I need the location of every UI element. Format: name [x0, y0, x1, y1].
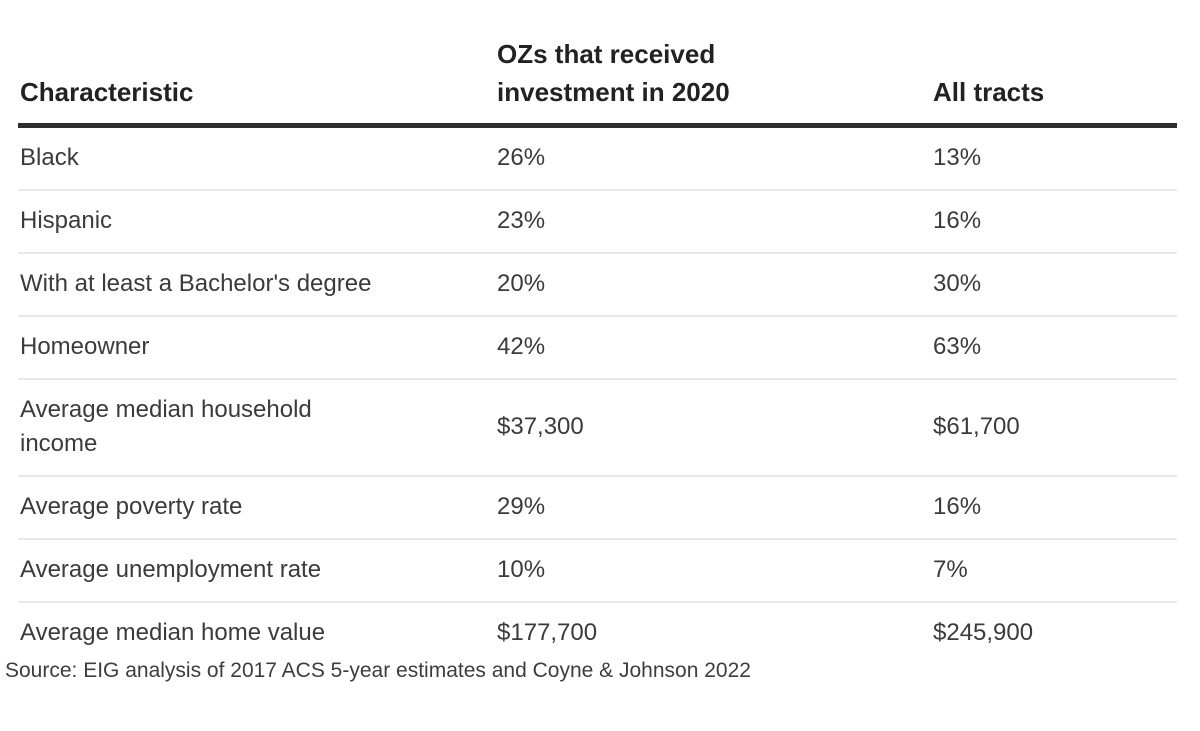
row-label: Hispanic — [18, 190, 497, 254]
table-row: Hispanic 23% 16% — [18, 190, 1177, 254]
all-tracts-value: 7% — [933, 538, 1177, 603]
oz-value: 26% — [497, 125, 933, 192]
table-header-row: Characteristic OZs that received investm… — [18, 36, 1177, 129]
table-row: Average poverty rate 29% 16% — [18, 476, 1177, 540]
all-tracts-value: 16% — [933, 190, 1177, 254]
col-header-characteristic-label: Characteristic — [20, 76, 194, 107]
oz-value: 23% — [497, 190, 933, 254]
col-header-all-tracts: All tracts — [933, 36, 1177, 129]
characteristics-table: Characteristic OZs that received investm… — [18, 36, 1177, 664]
row-label: Average median household income — [18, 378, 497, 478]
oz-value: 20% — [497, 252, 933, 317]
table-row: Average median household income $37,300 … — [18, 378, 1177, 478]
all-tracts-value: $245,900 — [933, 618, 1034, 646]
source-note: Source: EIG analysis of 2017 ACS 5-year … — [5, 659, 751, 682]
col-header-oz-invested-label: OZs that received investment in 2020 — [497, 39, 730, 107]
col-header-all-tracts-label: All tracts — [933, 76, 1045, 107]
row-label: With at least a Bachelor's degree — [18, 252, 497, 317]
table-row: Black 26% 13% — [18, 125, 1177, 192]
oz-value: $37,300 — [497, 378, 933, 478]
row-label: Average poverty rate — [18, 476, 497, 540]
all-tracts-value: 30% — [933, 252, 1177, 317]
row-label: Average unemployment rate — [18, 538, 497, 603]
all-tracts-value: 13% — [933, 125, 1177, 192]
all-tracts-value: $61,700 — [933, 378, 1177, 478]
table-row: Average unemployment rate 10% 7% — [18, 538, 1177, 603]
all-tracts-value: 16% — [933, 476, 1177, 540]
oz-value: 29% — [497, 476, 933, 540]
col-header-characteristic: Characteristic — [18, 36, 497, 129]
table-row: Homeowner 42% 63% — [18, 315, 1177, 380]
row-label: Homeowner — [18, 315, 497, 380]
table-row: Average median home value $177,700 $245,… — [18, 602, 1177, 664]
row-label: Average median home value — [20, 618, 326, 646]
oz-value: $177,700 — [497, 618, 598, 646]
row-label: Black — [18, 125, 497, 192]
all-tracts-value: 63% — [933, 315, 1177, 380]
col-header-oz-invested: OZs that received investment in 2020 — [497, 36, 933, 129]
oz-value: 42% — [497, 315, 933, 380]
table-row: With at least a Bachelor's degree 20% 30… — [18, 252, 1177, 317]
oz-value: 10% — [497, 538, 933, 603]
